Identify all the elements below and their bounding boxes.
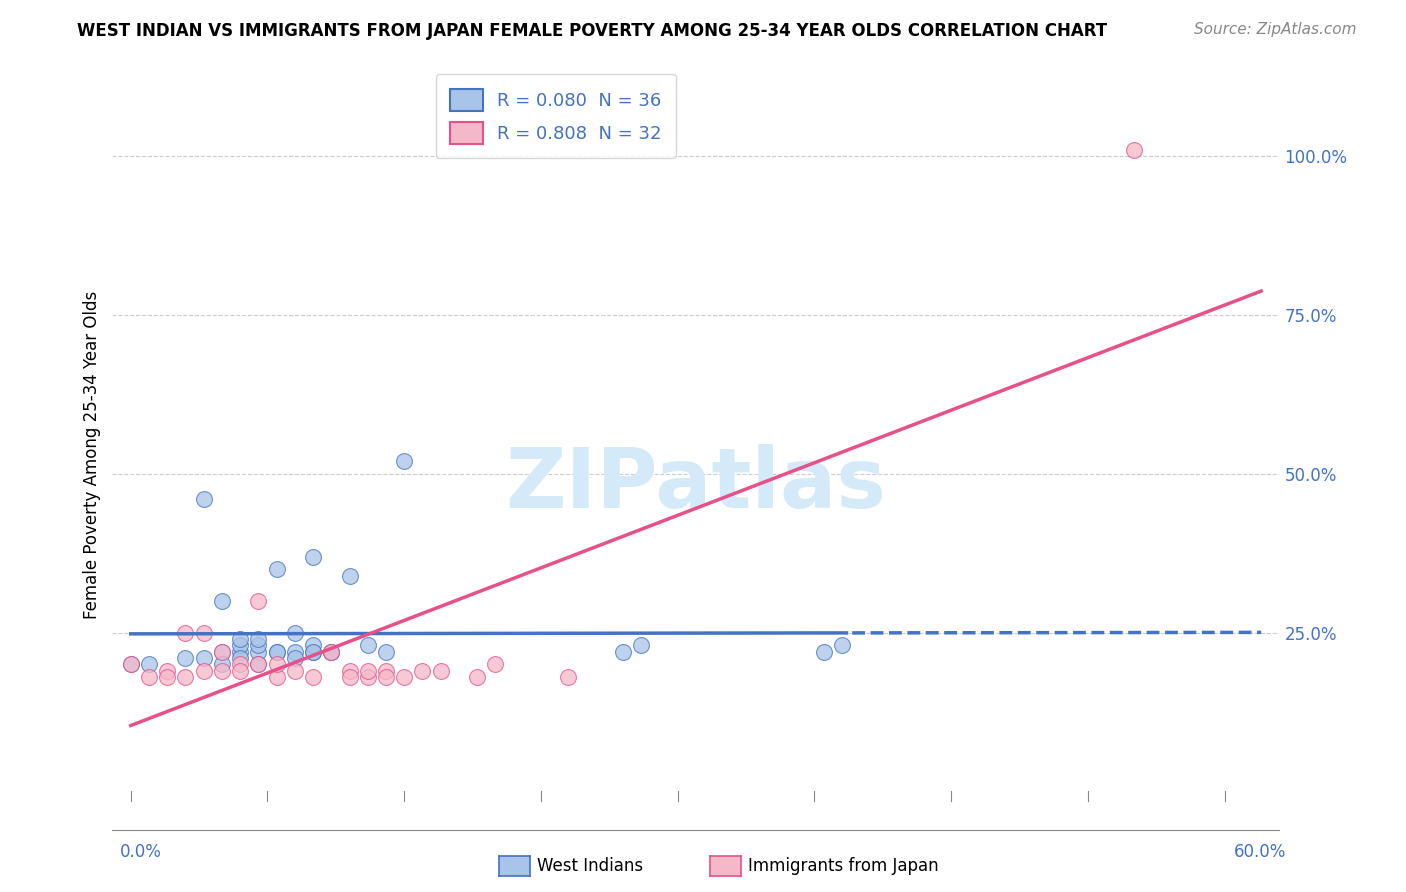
Point — [247, 632, 270, 646]
Text: Source: ZipAtlas.com: Source: ZipAtlas.com — [1194, 22, 1357, 37]
Text: WEST INDIAN VS IMMIGRANTS FROM JAPAN FEMALE POVERTY AMONG 25-34 YEAR OLDS CORREL: WEST INDIAN VS IMMIGRANTS FROM JAPAN FEM… — [77, 22, 1108, 40]
Point — [193, 664, 215, 678]
Point — [302, 549, 325, 564]
Point — [266, 645, 288, 659]
Point — [1122, 143, 1144, 157]
Point — [630, 639, 652, 653]
Text: West Indians: West Indians — [537, 857, 643, 875]
Point — [266, 670, 288, 684]
Point — [247, 639, 270, 653]
Point — [229, 657, 252, 672]
Point — [138, 670, 160, 684]
Point — [266, 562, 288, 576]
Point — [375, 664, 398, 678]
Point — [357, 664, 380, 678]
Y-axis label: Female Poverty Among 25-34 Year Olds: Female Poverty Among 25-34 Year Olds — [83, 291, 101, 619]
Point — [229, 632, 252, 646]
Point — [120, 657, 142, 672]
Point — [193, 625, 215, 640]
Point — [284, 625, 307, 640]
Point — [813, 645, 835, 659]
Point — [465, 670, 488, 684]
Point — [247, 594, 270, 608]
Point — [193, 492, 215, 507]
Point — [211, 664, 233, 678]
Point — [174, 670, 197, 684]
Text: Immigrants from Japan: Immigrants from Japan — [748, 857, 939, 875]
Point — [266, 657, 288, 672]
Point — [612, 645, 634, 659]
Point — [247, 657, 270, 672]
Point — [138, 657, 160, 672]
Point — [321, 645, 343, 659]
Point — [211, 657, 233, 672]
Point — [357, 639, 380, 653]
Point — [229, 664, 252, 678]
Point — [284, 664, 307, 678]
Point — [339, 664, 361, 678]
Point — [284, 651, 307, 665]
Point — [211, 645, 233, 659]
Point — [357, 670, 380, 684]
Point — [156, 670, 179, 684]
Point — [375, 670, 398, 684]
Point — [211, 645, 233, 659]
Text: 60.0%: 60.0% — [1234, 843, 1286, 861]
Point — [120, 657, 142, 672]
Legend: R = 0.080  N = 36, R = 0.808  N = 32: R = 0.080 N = 36, R = 0.808 N = 32 — [436, 74, 676, 158]
Point — [266, 645, 288, 659]
Point — [321, 645, 343, 659]
Text: ZIPatlas: ZIPatlas — [506, 444, 886, 525]
Point — [321, 645, 343, 659]
Point — [375, 645, 398, 659]
Point — [229, 645, 252, 659]
Point — [229, 651, 252, 665]
Point — [339, 568, 361, 582]
Point — [429, 664, 451, 678]
Point — [247, 657, 270, 672]
Point — [831, 639, 853, 653]
Point — [557, 670, 579, 684]
Point — [174, 651, 197, 665]
Point — [339, 670, 361, 684]
Point — [411, 664, 433, 678]
Point — [302, 670, 325, 684]
Point — [302, 639, 325, 653]
Text: 0.0%: 0.0% — [120, 843, 162, 861]
Point — [193, 651, 215, 665]
Point — [211, 594, 233, 608]
Point — [174, 625, 197, 640]
Point — [284, 645, 307, 659]
Point — [394, 670, 416, 684]
Point — [156, 664, 179, 678]
Point — [484, 657, 506, 672]
Point — [247, 645, 270, 659]
Point — [394, 454, 416, 468]
Point — [229, 639, 252, 653]
Point — [302, 645, 325, 659]
Point — [302, 645, 325, 659]
